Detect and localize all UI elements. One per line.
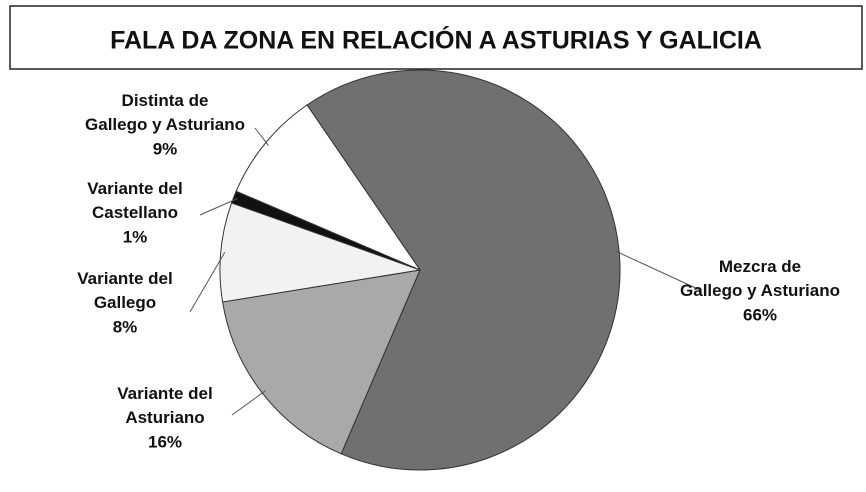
leader-line: [231, 390, 266, 416]
pie-slice: [219, 202, 421, 303]
slice-label: Variante del Castellano: [87, 179, 182, 222]
slice-value: 9%: [153, 139, 178, 158]
title-box: [9, 5, 863, 70]
slice-value: 1%: [123, 227, 148, 246]
leader-line: [614, 250, 701, 291]
slice-value: 66%: [743, 305, 777, 324]
leader-line: [199, 198, 238, 216]
slice-label: Mezcra de Gallego y Asturiano: [680, 257, 840, 300]
slice-label: Variante del Asturiano: [117, 384, 212, 427]
slice-value: 8%: [113, 317, 138, 336]
slice-label: Distinta de Gallego y Asturiano: [85, 91, 245, 134]
leader-line: [189, 251, 226, 313]
pie-slice: [306, 69, 621, 471]
chart-title: FALA DA ZONA EN RELACIÓN A ASTURIAS Y GA…: [110, 25, 762, 55]
leader-line: [254, 127, 269, 146]
slice-value: 16%: [148, 432, 182, 451]
slice-label: Variante del Gallego: [77, 269, 172, 312]
pie-slice: [235, 104, 422, 272]
